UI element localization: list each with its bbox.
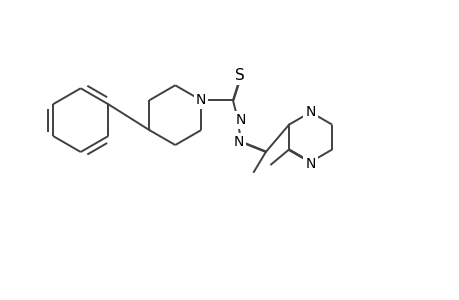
Text: N: N <box>233 135 244 149</box>
Text: S: S <box>235 68 244 83</box>
Text: N: N <box>305 157 315 171</box>
Text: N: N <box>235 113 246 127</box>
Text: N: N <box>196 93 206 107</box>
Text: N: N <box>305 105 315 119</box>
